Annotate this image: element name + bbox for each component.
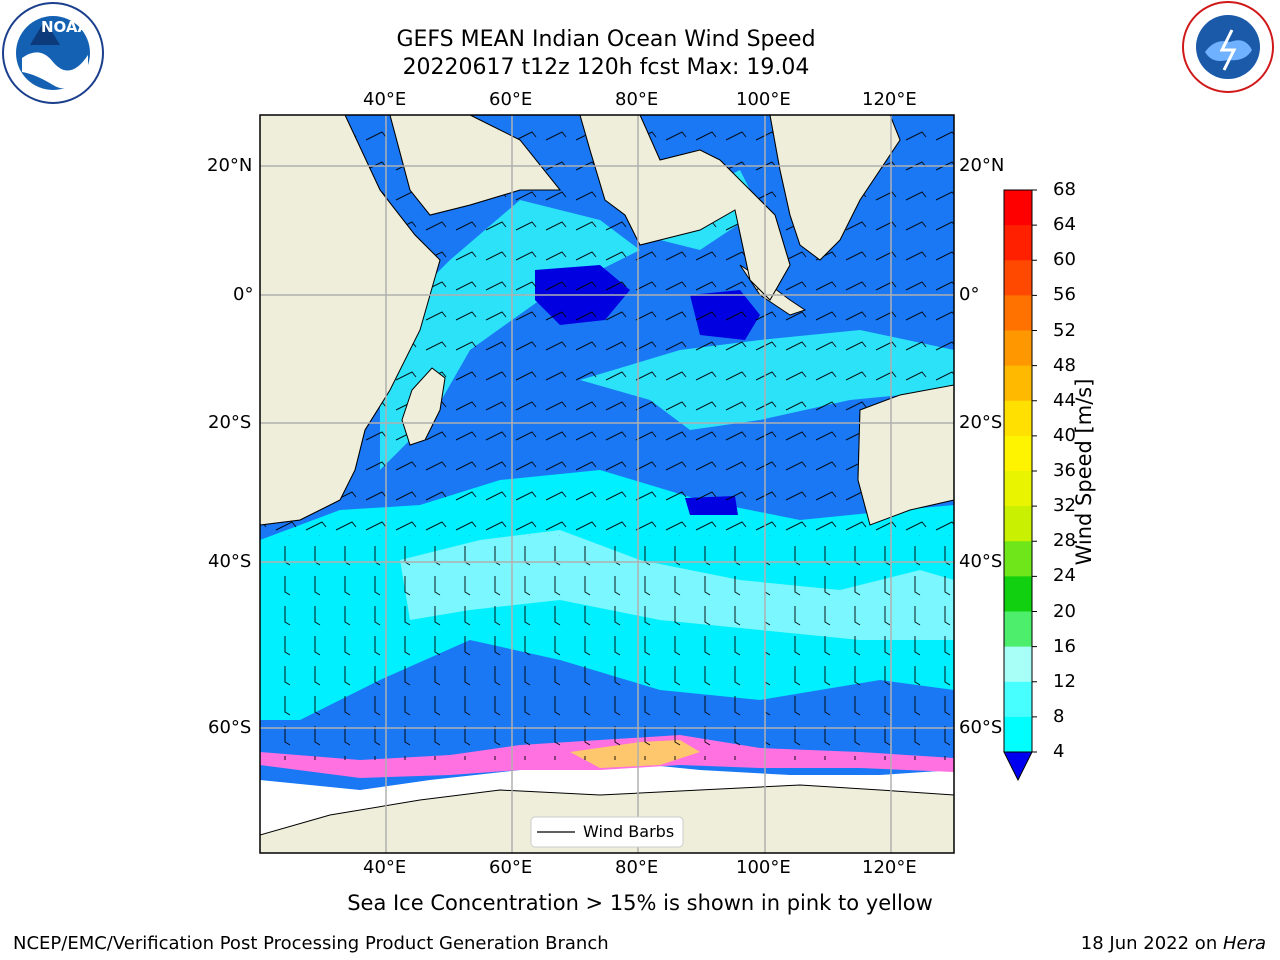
map-frame <box>259 114 955 854</box>
footer-credit: NCEP/EMC/Verification Post Processing Pr… <box>13 933 609 954</box>
colorbar-segment <box>1004 330 1032 367</box>
colorbar-tick-label: 20 <box>1053 600 1076 622</box>
lon-label-top: 40°E <box>363 89 407 110</box>
colorbar-tick-label: 16 <box>1053 635 1076 657</box>
colorbar-segment <box>1004 190 1032 226</box>
colorbar-segment <box>1004 611 1032 648</box>
lon-label-bottom: 100°E <box>736 857 791 878</box>
colorbar-segment <box>1004 435 1032 472</box>
colorbar-tick-label: 52 <box>1053 319 1076 341</box>
lon-label-top: 100°E <box>736 89 791 110</box>
colorbar-tick-label: 12 <box>1053 670 1076 692</box>
colorbar-segment <box>1004 716 1032 753</box>
lon-label-top: 120°E <box>862 89 917 110</box>
lat-label-right: 0° <box>959 284 980 305</box>
lat-label-left: 20°N <box>207 155 253 176</box>
lat-label-left: 20°S <box>208 412 252 433</box>
colorbar-segment <box>1004 541 1032 577</box>
noaa-logo-text: NOAA <box>41 18 90 36</box>
colorbar-tick-label: 40 <box>1053 424 1076 446</box>
colorbar-segment <box>1004 260 1032 296</box>
chart-title-line1: GEFS MEAN Indian Ocean Wind Speed <box>396 27 816 52</box>
lon-label-bottom: 120°E <box>862 857 917 878</box>
lon-label-bottom: 40°E <box>363 857 407 878</box>
colorbar-label: Wind Speed [m/s] <box>1072 378 1096 566</box>
colorbar-segment <box>1004 400 1032 437</box>
colorbar-tick-label: 60 <box>1053 249 1076 271</box>
chart-title-line2: 20220617 t12z 120h fcst Max: 19.04 <box>402 55 810 80</box>
colorbar-tick-label: 44 <box>1053 389 1076 411</box>
wind-barbs-south <box>260 535 954 760</box>
colorbar-segment <box>1004 365 1032 402</box>
graticule <box>260 115 954 853</box>
colorbar-segment <box>1004 576 1032 612</box>
colorbar-segment <box>1004 646 1032 683</box>
colorbar-tick-label: 24 <box>1053 565 1076 587</box>
lon-label-top: 80°E <box>615 89 659 110</box>
colorbar-tick-label: 68 <box>1053 179 1076 200</box>
colorbar-segment <box>1004 506 1032 542</box>
map-area <box>260 115 954 853</box>
colorbar-under-arrow <box>1003 751 1033 782</box>
colorbar-tick-label: 56 <box>1053 284 1076 306</box>
colorbar-tick-label: 48 <box>1053 354 1076 376</box>
sea-ice-caption: Sea Ice Concentration > 15% is shown in … <box>347 891 933 915</box>
colorbar-tick-label: 28 <box>1053 530 1076 552</box>
lat-label-right: 40°S <box>959 551 1003 572</box>
legend-label: Wind Barbs <box>583 822 675 841</box>
nws-logo <box>1182 1 1274 93</box>
lat-label-right: 20°N <box>959 155 1005 176</box>
lat-label-right: 20°S <box>959 412 1003 433</box>
lat-label-left: 60°S <box>208 717 252 738</box>
lat-label-right: 60°S <box>959 717 1003 738</box>
lat-label-left: 0° <box>233 284 254 305</box>
lon-label-top: 60°E <box>489 89 533 110</box>
noaa-logo <box>2 2 104 104</box>
colorbar-segment <box>1004 471 1032 507</box>
footer-date: 18 Jun 2022 on Hera <box>1080 933 1266 954</box>
colorbar-segment <box>1004 225 1032 261</box>
colorbar-segment <box>1004 295 1032 331</box>
colorbar-tick-label: 64 <box>1053 214 1076 236</box>
colorbar-tick-label: 8 <box>1053 705 1065 727</box>
colorbar-tick-label: 32 <box>1053 495 1076 517</box>
colorbar-segment <box>1004 681 1032 718</box>
wind-barbs-legend <box>530 816 684 848</box>
lon-label-bottom: 60°E <box>489 857 533 878</box>
lon-label-bottom: 80°E <box>615 857 659 878</box>
colorbar-tick-label: 4 <box>1053 741 1065 762</box>
colorbar <box>1004 189 1037 753</box>
lat-label-left: 40°S <box>208 551 252 572</box>
colorbar-tick-label: 36 <box>1053 460 1076 481</box>
